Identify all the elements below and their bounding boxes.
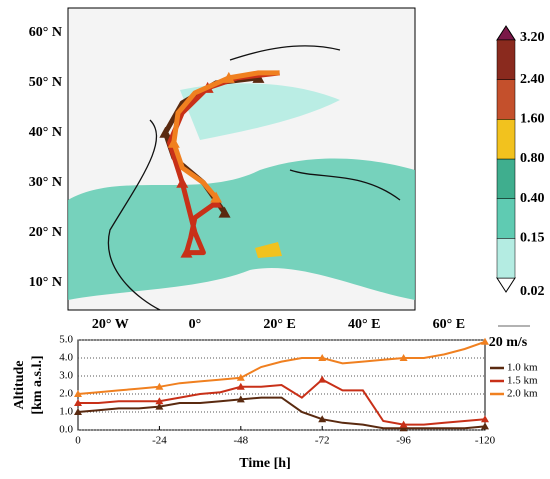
- y-tick-label: 60° N: [29, 25, 62, 40]
- colorbar-label: 2.40: [520, 72, 545, 87]
- marker: [155, 382, 164, 390]
- marker: [236, 395, 245, 403]
- marker: [236, 382, 245, 390]
- colorbar-segment: [496, 158, 516, 199]
- wind-scale-label: 20 m/s: [489, 335, 528, 350]
- x-tick-label: -24: [152, 435, 167, 447]
- y-tick-label: 30° N: [29, 175, 62, 190]
- colorbar-label: 0.80: [520, 151, 545, 166]
- y-tick-label: 10° N: [29, 275, 62, 290]
- marker: [74, 408, 82, 415]
- x-tick-label: 40° E: [348, 317, 380, 332]
- legend-label: 2.0 km: [507, 388, 538, 400]
- legend-label: 1.5 km: [507, 375, 538, 387]
- marker: [399, 354, 408, 361]
- marker: [74, 399, 82, 406]
- marker: [318, 354, 327, 361]
- x-tick-label: 0: [75, 435, 81, 447]
- trajectory: [171, 70, 280, 200]
- y-tick-label: 3.0: [59, 370, 73, 382]
- colorbar-segment: [496, 198, 516, 239]
- marker: [155, 397, 164, 405]
- marker: [155, 402, 164, 410]
- x-axis-label: Time [h]: [239, 456, 290, 471]
- line: [77, 396, 486, 430]
- marker: [74, 390, 82, 397]
- trajectory-marker: [218, 206, 231, 218]
- colorbar-label: 0.02: [520, 284, 545, 299]
- coastline: [107, 45, 401, 311]
- marker: [481, 415, 489, 423]
- x-tick-label: 20° E: [263, 317, 295, 332]
- x-tick-label: -72: [315, 435, 330, 447]
- colorbar-segment: [496, 119, 516, 160]
- x-tick-label: -96: [396, 435, 411, 447]
- colorbar-over: [496, 25, 516, 41]
- y-axis-label: [km a.s.l.]: [30, 355, 45, 414]
- aod-hotspot: [255, 242, 282, 258]
- colorbar-segment: [496, 79, 516, 120]
- marker: [318, 375, 327, 383]
- y-tick-label: 5.0: [59, 334, 73, 346]
- trajectory-marker: [176, 176, 189, 188]
- x-tick-label: 0°: [189, 317, 202, 332]
- line: [78, 378, 486, 426]
- colorbar-under: [496, 277, 516, 293]
- colorbar-segment: [496, 238, 516, 279]
- marker: [481, 337, 489, 345]
- x-tick-label: 20° W: [92, 317, 129, 332]
- legend-label: 1.0 km: [507, 362, 538, 374]
- y-axis-label: Altitude: [12, 361, 27, 410]
- colorbar-label: 3.20: [520, 30, 545, 45]
- y-tick-label: 4.0: [59, 352, 73, 364]
- trajectory-marker: [180, 246, 193, 258]
- y-tick-label: 20° N: [29, 225, 62, 240]
- trajectory-marker: [167, 136, 180, 148]
- x-tick-label: 60° E: [433, 317, 465, 332]
- marker: [399, 420, 408, 428]
- aod-field: [180, 83, 340, 140]
- y-tick-label: 0.0: [59, 424, 73, 436]
- colorbar-label: 1.60: [520, 112, 545, 127]
- colorbar-segment: [496, 39, 516, 80]
- y-tick-label: 40° N: [29, 125, 62, 140]
- y-tick-label: 50° N: [29, 75, 62, 90]
- marker: [318, 415, 327, 423]
- x-tick-label: -48: [233, 435, 248, 447]
- line: [77, 340, 486, 395]
- y-tick-label: 1.0: [59, 406, 73, 418]
- trajectory-marker: [159, 126, 172, 138]
- marker: [236, 373, 245, 381]
- x-tick-label: -120: [475, 435, 496, 447]
- colorbar-label: 0.40: [520, 191, 545, 206]
- marker: [399, 424, 408, 432]
- plot-frame: [77, 339, 486, 431]
- marker: [481, 422, 489, 430]
- aod-field: [68, 158, 415, 300]
- colorbar-label: 0.15: [520, 231, 545, 246]
- trajectory-marker: [210, 191, 223, 203]
- y-tick-label: 2.0: [59, 388, 73, 400]
- trajectory-marker: [222, 71, 235, 83]
